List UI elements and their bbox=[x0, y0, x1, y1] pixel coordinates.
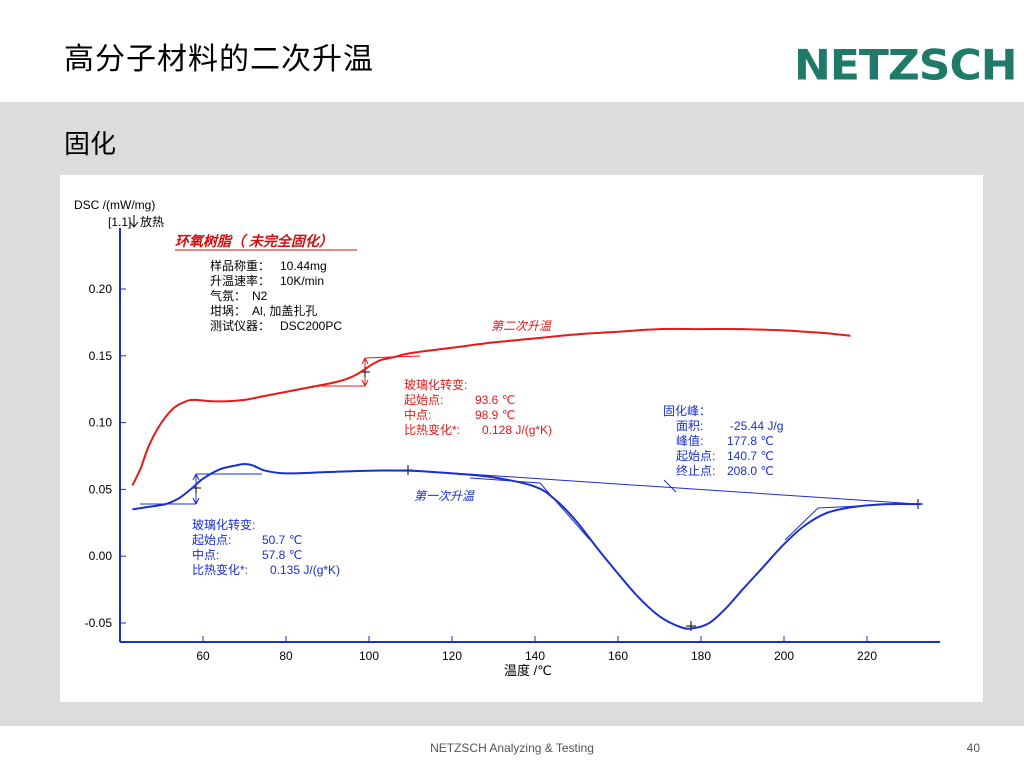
sample-info-label: 坩埚： bbox=[210, 304, 246, 318]
cure-peak-label: 峰值: bbox=[676, 433, 703, 448]
cure-peak-leader bbox=[663, 479, 677, 493]
y-tick-label: 0.05 bbox=[89, 482, 113, 496]
tg2-step-arrow-icon bbox=[361, 357, 369, 387]
cure-title: 固化峰： bbox=[663, 404, 711, 418]
cure-onset-tangent bbox=[469, 477, 541, 484]
tg1-mid-label: 中点: bbox=[192, 547, 219, 562]
cure-end-value: 208.0 ℃ bbox=[727, 464, 774, 478]
cure-peak-value: 177.8 ℃ bbox=[727, 434, 774, 448]
tg1-step-arrow-icon bbox=[192, 473, 200, 505]
cure-area-value: -25.44 J/g bbox=[730, 419, 783, 433]
footer-text: NETZSCH Analyzing & Testing bbox=[430, 741, 594, 755]
y-axis-label-code: [1.1] bbox=[108, 215, 131, 229]
header-band bbox=[0, 0, 1024, 102]
slide-title: 高分子材料的二次升温 bbox=[64, 42, 374, 77]
tg2-annotation: 玻璃化转变: 起始点: 93.6 ℃ 中点: 98.9 ℃ 比热变化*: 0.1… bbox=[404, 377, 552, 437]
y-tick-label: -0.05 bbox=[85, 616, 113, 630]
series-label-second-heating: 第二次升温 bbox=[491, 319, 552, 333]
sample-info-label: 测试仪器： bbox=[210, 318, 270, 333]
sample-info-label: 气氛： bbox=[210, 288, 246, 303]
cure-end-label: 终止点: bbox=[676, 463, 715, 478]
x-tick-label: 180 bbox=[691, 649, 711, 663]
tg2-mid-value: 98.9 ℃ bbox=[475, 408, 515, 422]
tg2-cp-value: 0.128 J/(g*K) bbox=[482, 423, 552, 437]
tg2-mid-label: 中点: bbox=[404, 407, 431, 422]
x-tick-label: 140 bbox=[525, 649, 545, 663]
tg2-onset-value: 93.6 ℃ bbox=[475, 393, 515, 407]
series-label-first-heating: 第一次升温 bbox=[414, 489, 475, 503]
page-number: 40 bbox=[966, 741, 980, 755]
netzsch-logo: NETZSCH bbox=[794, 41, 1018, 90]
cure-area-label: 面积: bbox=[676, 419, 703, 433]
x-tick-label: 60 bbox=[196, 649, 210, 663]
sample-info: 样品称重： 10.44mg 升温速率： 10K/min 气氛： N2 坩埚： A… bbox=[210, 258, 342, 333]
sample-info-value: 10K/min bbox=[280, 274, 324, 288]
series-line-first-heating bbox=[132, 462, 922, 630]
y-tick-label: 0.15 bbox=[89, 349, 113, 363]
cure-end-tangent bbox=[784, 507, 819, 541]
slide-subtitle: 固化 bbox=[64, 130, 117, 160]
tg1-title: 玻璃化转变: bbox=[192, 517, 255, 532]
y-tick-label: 0.00 bbox=[89, 549, 113, 563]
x-tick-label: 160 bbox=[608, 649, 628, 663]
x-tick-label: 100 bbox=[359, 649, 379, 663]
exo-arrow-icon bbox=[129, 215, 139, 228]
tg1-onset-label: 起始点: bbox=[192, 533, 231, 547]
sample-info-label: 升温速率： bbox=[210, 273, 270, 288]
chart-panel bbox=[60, 175, 983, 702]
cure-onset-drop bbox=[539, 482, 591, 541]
tg2-title: 玻璃化转变: bbox=[404, 377, 467, 392]
sample-info-value: 10.44mg bbox=[280, 259, 327, 273]
tg1-onset-value: 50.7 ℃ bbox=[262, 533, 302, 547]
x-tick-label: 220 bbox=[857, 649, 877, 663]
cure-baseline bbox=[407, 469, 919, 505]
tg1-cp-label: 比热变化*: bbox=[192, 562, 248, 577]
tg2-cp-label: 比热变化*: bbox=[404, 422, 460, 437]
x-tick-label: 200 bbox=[774, 649, 794, 663]
y-axis-label: DSC /(mW/mg) bbox=[74, 198, 155, 212]
sample-title: 环氧树脂（ 未完全固化） bbox=[175, 233, 333, 249]
sample-info-label: 样品称重： bbox=[210, 258, 270, 273]
cure-onset-label: 起始点: bbox=[676, 449, 715, 463]
exo-label: 放热 bbox=[140, 214, 164, 229]
tg2-onset-label: 起始点: bbox=[404, 393, 443, 407]
sample-info-value: Al, 加盖扎孔 bbox=[252, 304, 317, 318]
x-tick-label: 120 bbox=[442, 649, 462, 663]
x-axis-label: 温度 /℃ bbox=[504, 663, 552, 678]
series-line-second-heating bbox=[131, 327, 851, 486]
tg1-cp-value: 0.135 J/(g*K) bbox=[270, 563, 340, 577]
y-tick-label: 0.10 bbox=[89, 416, 113, 430]
analysis-lines bbox=[140, 355, 923, 631]
tg1-annotation: 玻璃化转变: 起始点: 50.7 ℃ 中点: 57.8 ℃ 比热变化*: 0.1… bbox=[192, 517, 340, 577]
y-tick-label: 0.20 bbox=[89, 282, 113, 296]
sample-info-value: N2 bbox=[252, 289, 268, 303]
sample-info-value: DSC200PC bbox=[280, 319, 342, 333]
tg1-mid-value: 57.8 ℃ bbox=[262, 548, 302, 562]
axis-ticks: 60 80 100 120 140 160 180 200 220 -0.05 0.00 0.05 0.… bbox=[85, 282, 878, 663]
cure-peak-annotation: 固化峰： 面积: -25.44 J/g 峰值: 177.8 ℃ 起始点: 140… bbox=[663, 404, 783, 478]
x-tick-label: 80 bbox=[279, 649, 293, 663]
cure-onset-value: 140.7 ℃ bbox=[727, 449, 774, 463]
